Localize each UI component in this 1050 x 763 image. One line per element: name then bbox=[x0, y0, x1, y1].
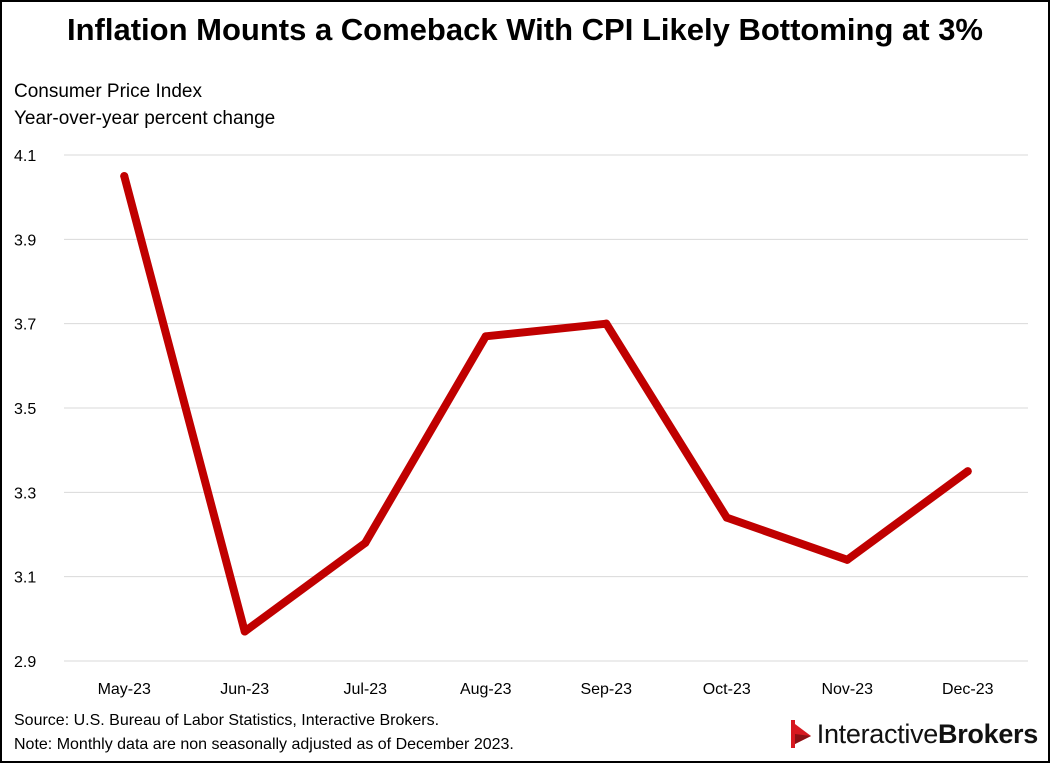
x-tick-label: Jun-23 bbox=[220, 681, 269, 698]
x-tick-label: Jul-23 bbox=[343, 681, 387, 698]
y-tick-label: 3.1 bbox=[14, 570, 36, 587]
x-tick-label: Dec-23 bbox=[942, 681, 994, 698]
data-point bbox=[240, 627, 249, 636]
y-tick-label: 3.3 bbox=[14, 485, 36, 502]
chart-title: Inflation Mounts a Comeback With CPI Lik… bbox=[66, 12, 983, 47]
logo-wordmark: InteractiveBrokers bbox=[816, 718, 1039, 750]
x-tick-label: May-23 bbox=[98, 681, 151, 698]
data-point bbox=[602, 319, 611, 328]
interactive-brokers-logo: InteractiveBrokers bbox=[787, 718, 1038, 750]
data-point bbox=[481, 332, 490, 341]
y-axis-ticks: 2.9 3.1 3.3 3.5 3.7 3.9 4.1 bbox=[14, 148, 36, 671]
source-note: Source: U.S. Bureau of Labor Statistics,… bbox=[14, 712, 440, 729]
x-tick-label: Oct-23 bbox=[703, 681, 751, 698]
y-axis-label-line-1: Consumer Price Index bbox=[14, 81, 202, 102]
y-tick-label: 3.7 bbox=[14, 317, 36, 334]
data-point bbox=[843, 555, 852, 564]
logo-text-interactive: Interactive bbox=[816, 718, 939, 749]
x-tick-label: Aug-23 bbox=[460, 681, 512, 698]
data-point bbox=[361, 538, 370, 547]
y-tick-label: 3.9 bbox=[14, 232, 36, 249]
data-point bbox=[722, 513, 731, 522]
series-line bbox=[120, 172, 972, 636]
data-point bbox=[120, 172, 129, 181]
data-point bbox=[963, 467, 972, 476]
ib-flag-logo-icon bbox=[790, 720, 811, 748]
series bbox=[120, 172, 972, 636]
y-tick-label: 4.1 bbox=[14, 148, 36, 165]
y-tick-label: 2.9 bbox=[14, 654, 36, 671]
data-note: Note: Monthly data are non seasonally ad… bbox=[14, 736, 514, 753]
line-chart: 2.9 3.1 3.3 3.5 3.7 3.9 4.1 May-23 Jun-23 Jul-23… bbox=[14, 148, 1028, 698]
x-tick-label: Sep-23 bbox=[580, 681, 632, 698]
x-axis-ticks: May-23 Jun-23 Jul-23 Aug-23 Sep-23 Oct-23 Nov-… bbox=[98, 681, 994, 698]
gridlines bbox=[64, 154, 1028, 662]
logo-text-brokers: Brokers bbox=[938, 718, 1038, 749]
y-tick-label: 3.5 bbox=[14, 401, 36, 418]
x-tick-label: Nov-23 bbox=[821, 681, 873, 698]
y-axis-label-line-2: Year-over-year percent change bbox=[14, 108, 276, 129]
